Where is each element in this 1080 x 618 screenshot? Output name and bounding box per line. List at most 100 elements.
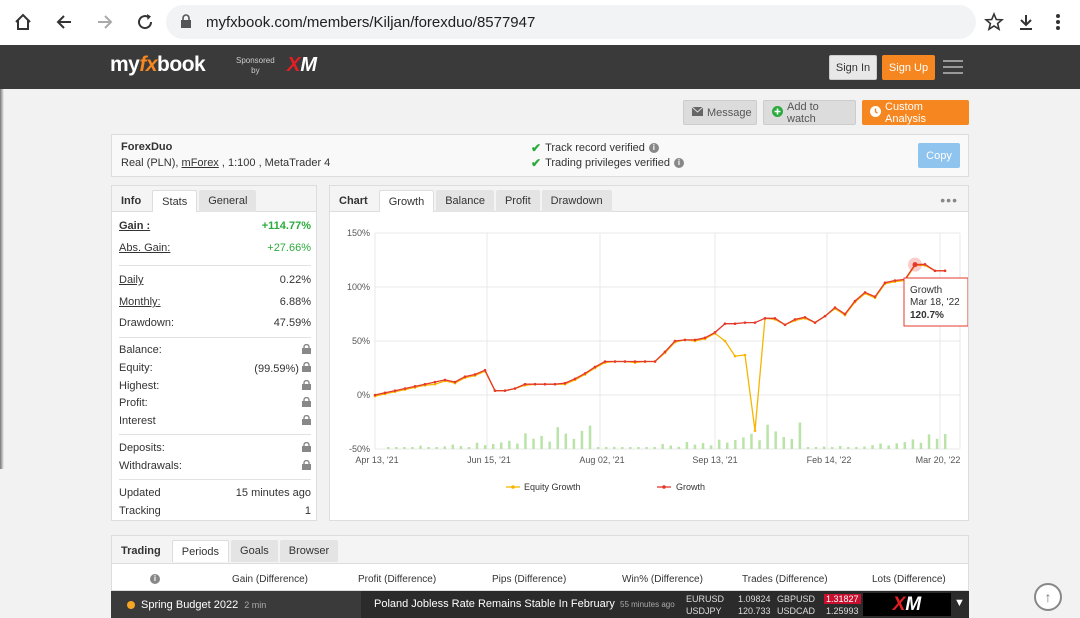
add-to-watch-button[interactable]: Add to watch bbox=[763, 100, 856, 125]
growth-line-point bbox=[883, 281, 887, 284]
equity-growth-line-point bbox=[743, 353, 747, 357]
growth-line-point bbox=[823, 314, 827, 318]
x-tick-label: Apr 13, '21 bbox=[355, 455, 398, 465]
check-icon: ✔ bbox=[531, 156, 542, 170]
growth-line-point bbox=[843, 312, 847, 316]
column-profit: Profit (Difference) bbox=[358, 574, 437, 585]
lock-icon bbox=[302, 361, 311, 372]
growth-line-point bbox=[873, 295, 877, 299]
volume-bar bbox=[475, 442, 479, 449]
chevron-down-icon[interactable]: ▼ bbox=[954, 597, 965, 609]
growth-line-point bbox=[693, 338, 697, 342]
volume-bar bbox=[847, 447, 850, 449]
volume-bar bbox=[879, 443, 882, 449]
scroll-to-top-icon[interactable]: ↑ bbox=[1034, 583, 1062, 611]
tab-goals[interactable]: Goals bbox=[231, 540, 278, 562]
more-menu-icon[interactable] bbox=[1045, 9, 1071, 35]
trading-tabs: Trading Periods Goals Browser bbox=[112, 536, 968, 564]
tab-browser[interactable]: Browser bbox=[279, 540, 339, 562]
volume-bar bbox=[669, 445, 672, 449]
volume-bar bbox=[766, 424, 769, 449]
info-icon[interactable]: i bbox=[674, 158, 684, 168]
volume-bar bbox=[564, 433, 568, 449]
tab-general[interactable]: General bbox=[199, 190, 257, 212]
volume-bar bbox=[443, 446, 446, 449]
growth-line-point bbox=[613, 360, 617, 363]
news-headline[interactable]: Poland Jobless Rate Remains Stable In Fe… bbox=[374, 598, 615, 610]
download-icon[interactable] bbox=[1013, 9, 1039, 35]
growth-line-point bbox=[573, 377, 577, 381]
hamburger-menu-icon[interactable] bbox=[943, 60, 963, 74]
growth-line-point bbox=[593, 365, 597, 369]
tab-periods[interactable]: Periods bbox=[171, 540, 230, 562]
volume-bar bbox=[524, 433, 527, 449]
sign-up-button[interactable]: Sign Up bbox=[882, 55, 935, 80]
tab-growth[interactable]: Growth bbox=[378, 190, 435, 212]
y-tick-label: 100% bbox=[347, 282, 370, 292]
growth-line-point bbox=[433, 380, 437, 384]
growth-line-point bbox=[893, 279, 897, 282]
tab-balance[interactable]: Balance bbox=[436, 190, 494, 212]
back-icon[interactable] bbox=[51, 9, 77, 35]
growth-line-point bbox=[683, 338, 687, 342]
growth-line-point bbox=[633, 360, 637, 363]
volume-bar bbox=[548, 441, 551, 449]
trading-panel: Trading Periods Goals Browser i Gain (Di… bbox=[111, 535, 969, 591]
star-icon[interactable] bbox=[981, 9, 1007, 35]
tab-info[interactable]: Info bbox=[121, 195, 142, 207]
clock-icon bbox=[870, 105, 881, 120]
home-icon[interactable] bbox=[10, 9, 36, 35]
lock-icon bbox=[302, 396, 311, 407]
myfxbook-logo[interactable]: myfxbook bbox=[110, 53, 206, 76]
broker-link[interactable]: mForex bbox=[181, 157, 219, 169]
monthly-row: Monthly: 6.88% bbox=[119, 296, 311, 308]
volume-bar bbox=[855, 446, 858, 449]
growth-line-point bbox=[453, 380, 457, 384]
xm-logo[interactable]: XM bbox=[287, 54, 318, 76]
info-icon[interactable]: i bbox=[150, 573, 160, 584]
equity-growth-line-point bbox=[733, 354, 737, 358]
volume-bar bbox=[895, 443, 898, 449]
legend-growth-label: Growth bbox=[676, 482, 705, 492]
growth-line-point bbox=[803, 315, 807, 319]
tab-drawdown[interactable]: Drawdown bbox=[541, 190, 612, 212]
forward-icon[interactable] bbox=[92, 9, 118, 35]
chart-tabs: Chart Growth Balance Profit Drawdown bbox=[330, 186, 968, 212]
tab-stats[interactable]: Stats bbox=[152, 190, 198, 212]
volume-bar bbox=[516, 443, 519, 449]
chart-options-icon[interactable]: ••• bbox=[940, 192, 958, 208]
volume-bar bbox=[395, 447, 398, 449]
growth-line-point bbox=[793, 318, 797, 321]
legend-equity-label: Equity Growth bbox=[524, 482, 581, 492]
y-tick-label: 0% bbox=[357, 390, 370, 400]
reload-icon[interactable] bbox=[132, 9, 158, 35]
volume-bar bbox=[903, 442, 907, 449]
growth-line-point bbox=[403, 387, 407, 390]
volume-bar bbox=[709, 445, 713, 449]
growth-line-point bbox=[563, 381, 567, 385]
sponsored-label: Sponsored by bbox=[236, 56, 275, 75]
volume-bar bbox=[483, 445, 487, 449]
tab-chart[interactable]: Chart bbox=[339, 195, 368, 207]
quote-symbol: GBPUSD bbox=[777, 594, 816, 604]
volume-bar bbox=[798, 422, 802, 449]
stats-tabs: Info Stats General bbox=[112, 186, 316, 212]
copy-button[interactable]: Copy bbox=[918, 143, 960, 168]
custom-analysis-button[interactable]: Custom Analysis bbox=[862, 100, 969, 125]
volume-bar bbox=[839, 445, 842, 449]
news-time: 55 minutes ago bbox=[620, 600, 675, 609]
lock-icon bbox=[302, 459, 311, 470]
tab-profit[interactable]: Profit bbox=[495, 190, 540, 212]
volume-bar bbox=[685, 442, 689, 449]
interest-row: Interest bbox=[119, 414, 311, 427]
volume-bar bbox=[734, 439, 737, 449]
growth-line-point bbox=[483, 368, 487, 372]
info-icon[interactable]: i bbox=[648, 143, 659, 153]
tooltip-date: Mar 18, '22 bbox=[910, 297, 960, 308]
tab-trading[interactable]: Trading bbox=[121, 545, 161, 557]
address-bar[interactable]: myfxbook.com/members/Kiljan/forexduo/857… bbox=[166, 5, 976, 39]
economic-event[interactable]: Spring Budget 2022 2 min bbox=[111, 591, 361, 618]
sign-in-button[interactable]: Sign In bbox=[829, 55, 877, 80]
message-button[interactable]: Message bbox=[683, 100, 757, 125]
